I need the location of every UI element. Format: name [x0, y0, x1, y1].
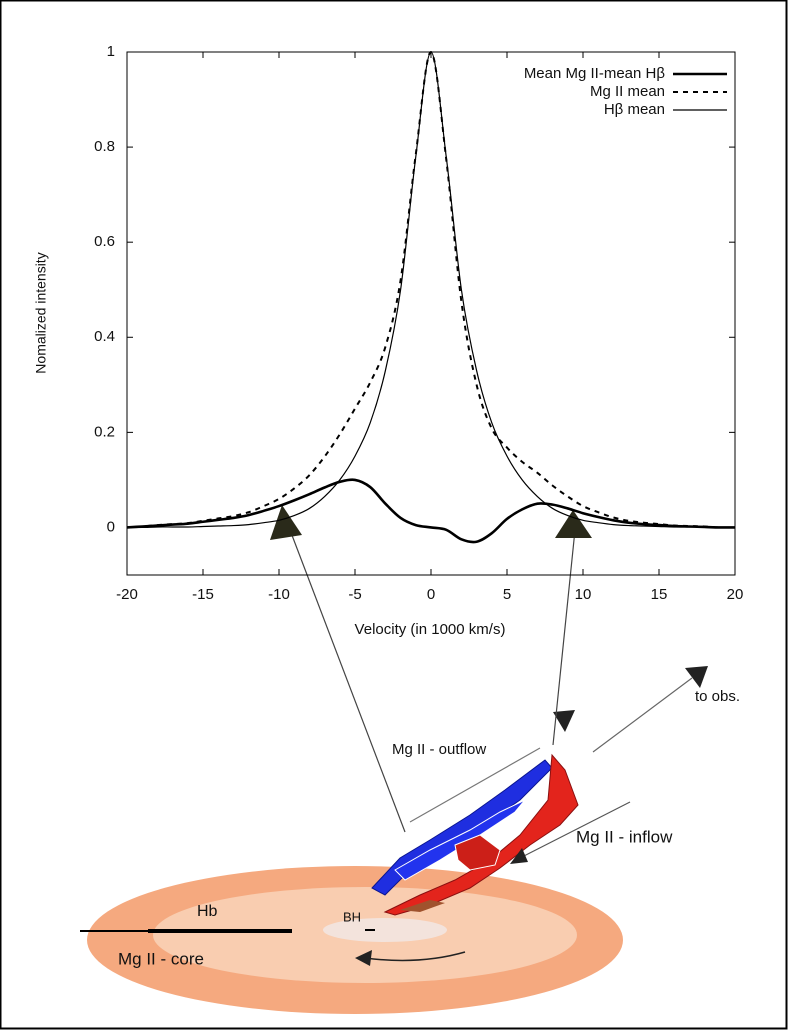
brown-blob	[400, 900, 445, 912]
x-tick-label: -10	[268, 586, 290, 603]
inflow-arrowhead	[510, 848, 528, 864]
y-tick-label: 0.4	[94, 328, 115, 345]
x-tick-label: -5	[348, 586, 361, 603]
x-tick-label: 20	[727, 586, 744, 603]
label-to-obs: to obs.	[695, 688, 740, 705]
y-tick-label: 1	[107, 43, 115, 60]
inflow-line	[519, 801, 631, 859]
x-tick-label: 0	[427, 586, 435, 603]
x-tick-label: 10	[575, 586, 592, 603]
disk-inner	[323, 918, 447, 942]
plot-frame	[126, 51, 736, 576]
y-tick-label: 0.6	[94, 233, 115, 250]
label-outflow: Mg II - outflow	[392, 741, 486, 758]
y-tick-label: 0.8	[94, 138, 115, 155]
rotation-arrow	[364, 951, 466, 962]
line-series	[126, 50, 736, 529]
legend-label: Mg II mean	[590, 83, 665, 100]
obs-arrowhead	[685, 666, 708, 688]
label-bh: BH	[343, 909, 361, 924]
red-blob	[454, 834, 501, 871]
label-inflow: Mg II - inflow	[576, 827, 673, 846]
outflow-line	[409, 747, 541, 823]
pointer-left	[289, 529, 406, 833]
label-hb: Hb	[197, 903, 218, 920]
y-tick-label: 0	[107, 518, 115, 535]
rotation-arrowhead	[355, 950, 372, 966]
legend-label: Mean Mg II-mean Hβ	[524, 65, 666, 82]
x-tick-label: -15	[192, 586, 214, 603]
y-axis-label: Nomalized intensity	[33, 252, 49, 373]
pointer-right	[552, 529, 576, 746]
label-core: Mg II - core	[118, 949, 204, 968]
pointer-left-head	[270, 505, 302, 540]
x-axis-label: Velocity (in 1000 km/s)	[355, 621, 506, 638]
blue-outflow-2	[394, 799, 526, 881]
x-tick-label: 15	[651, 586, 668, 603]
x-tick-label: 5	[503, 586, 511, 603]
line-series	[126, 51, 736, 529]
outflow-arrowhead	[553, 710, 575, 732]
legend-label: Hβ mean	[604, 101, 665, 118]
obs-line	[592, 677, 693, 753]
pointer-right-head	[555, 510, 592, 538]
line-series	[126, 478, 736, 544]
y-tick-label: 0.2	[94, 423, 115, 440]
x-tick-label: -20	[116, 586, 138, 603]
